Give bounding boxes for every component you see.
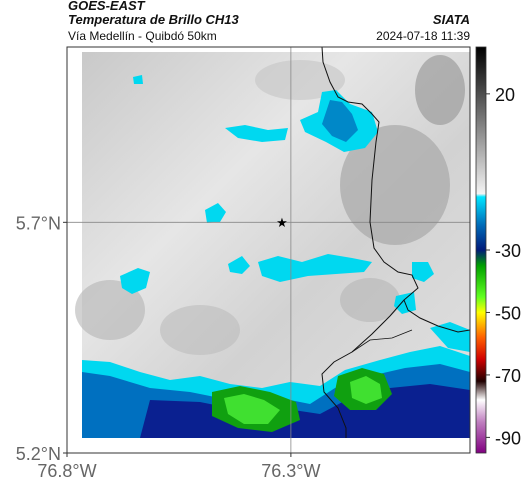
cloud-cell xyxy=(205,203,226,223)
y-tick-label: 5.7°N xyxy=(16,213,61,233)
x-axis-ticks: 76.8°W 76.3°W xyxy=(37,453,321,481)
deep-convection-core xyxy=(350,376,382,404)
y-tick-label: 5.2°N xyxy=(16,444,61,464)
cloud-cell xyxy=(412,262,434,282)
cloud-cell xyxy=(228,256,250,274)
colorbar-tick-label: 20 xyxy=(495,85,515,105)
warm-patch xyxy=(255,60,345,100)
colorbar-ticks: 20 -30 -50 -70 -90 xyxy=(486,85,521,448)
municipal-boundary xyxy=(351,329,413,353)
cloud-cell xyxy=(133,75,143,84)
x-tick-label: 76.3°W xyxy=(261,461,320,481)
station-marker-icon: ★ xyxy=(276,215,288,230)
colorbar-tick-label: -30 xyxy=(495,241,521,261)
satellite-title: GOES-EAST xyxy=(68,0,145,13)
datetime-label: 2024-07-18 11:39 xyxy=(376,29,470,43)
colorbar xyxy=(475,46,487,454)
agency-label: SIATA xyxy=(432,12,470,27)
warm-patch xyxy=(340,278,400,322)
region-subtitle: Vía Medellín - Quibdó 50km xyxy=(68,29,217,43)
cloud-cell xyxy=(120,268,150,294)
warm-patch xyxy=(75,280,145,340)
warm-patch xyxy=(340,125,450,245)
warm-patch xyxy=(415,55,465,125)
cloud-band xyxy=(258,254,372,282)
warm-patch xyxy=(160,305,240,355)
cloud-cell-core xyxy=(322,100,358,142)
map-plot-area xyxy=(67,47,470,453)
colorbar-tick-label: -50 xyxy=(495,303,521,323)
x-tick-label: 76.8°W xyxy=(37,461,96,481)
deep-convection-core xyxy=(224,394,280,424)
colorbar-tick-label: -90 xyxy=(495,428,521,448)
y-axis-ticks: 5.7°N 5.2°N xyxy=(16,213,67,464)
cloud-cell xyxy=(225,125,288,142)
product-title: Temperatura de Brillo CH13 xyxy=(68,12,239,27)
department-boundary xyxy=(321,47,470,333)
cloud-cell xyxy=(430,322,470,352)
department-boundary xyxy=(321,299,405,438)
map-frame xyxy=(66,46,471,454)
colorbar-tick-label: -70 xyxy=(495,366,521,386)
